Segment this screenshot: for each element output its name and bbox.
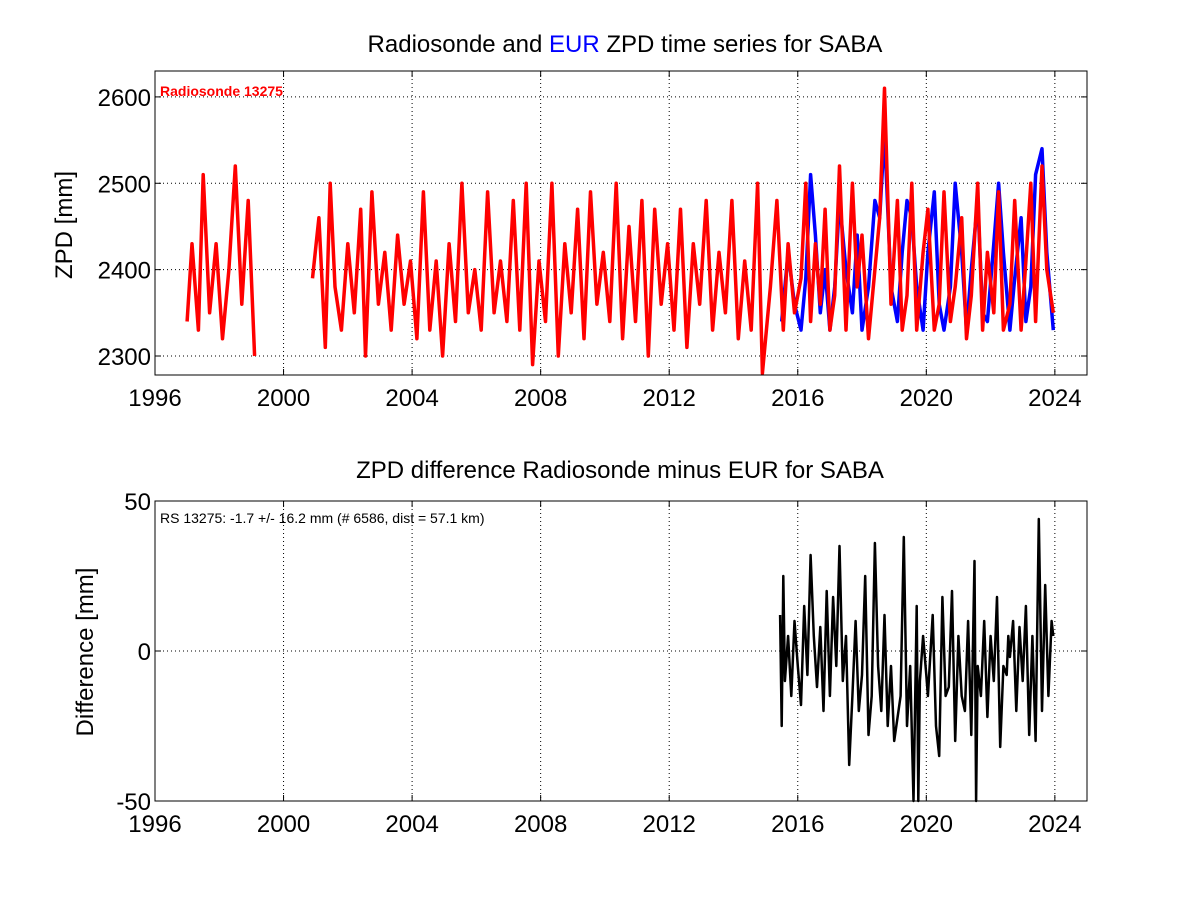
chart-title: ZPD difference Radiosonde minus EUR for …	[356, 457, 884, 484]
x-tick-label: 2012	[643, 811, 696, 838]
title-part-1: Radiosonde and	[368, 31, 549, 58]
x-tick-label: 2024	[1028, 385, 1081, 412]
x-tick-label: 1996	[128, 385, 181, 412]
x-tick-label: 2000	[257, 385, 310, 412]
y-axis-label: Difference [mm]	[72, 568, 99, 737]
y-axis-label: ZPD [mm]	[51, 171, 78, 279]
y-tick-label: -50	[116, 789, 151, 816]
x-tick-label: 2004	[385, 811, 438, 838]
x-tick-label: 2024	[1028, 811, 1081, 838]
x-tick-label: 2008	[514, 385, 567, 412]
y-tick-label: 2300	[98, 344, 151, 371]
title-part-3: ZPD time series for SABA	[600, 31, 883, 58]
chart-title: Radiosonde and EUR ZPD time series for S…	[368, 31, 883, 58]
x-tick-label: 2004	[385, 385, 438, 412]
plot-frame	[154, 500, 1088, 802]
y-tick-label: 0	[138, 639, 151, 666]
x-tick-label: 2020	[900, 385, 953, 412]
y-tick-label: 2400	[98, 258, 151, 285]
zpd-time-series-chart: Radiosonde and EUR ZPD time series for S…	[51, 31, 1088, 412]
zpd-difference-chart: ZPD difference Radiosonde minus EUR for …	[72, 457, 1088, 838]
series-lines	[778, 517, 1055, 803]
y-tick-labels: -50 0 50	[116, 489, 151, 816]
series-line-1	[185, 86, 1056, 376]
x-tick-label: 2000	[257, 811, 310, 838]
y-tick-label: 50	[124, 489, 151, 516]
plot-frame	[154, 70, 1088, 376]
annotation-radiosonde: Radiosonde 13275	[160, 83, 283, 99]
series-lines	[185, 86, 1056, 376]
y-tick-label: 2600	[98, 85, 151, 112]
x-tick-label: 2020	[900, 811, 953, 838]
series-line-0	[778, 517, 1055, 803]
x-tick-label: 2016	[771, 811, 824, 838]
y-tick-labels: 2300 2400 2500 2600	[98, 85, 151, 371]
x-tick-label: 2016	[771, 385, 824, 412]
x-tick-label: 1996	[128, 811, 181, 838]
annotation-statistics: RS 13275: -1.7 +/- 16.2 mm (# 6586, dist…	[160, 510, 485, 526]
x-tick-labels: 1996 2000 2004 2008 2012 2016 2020 2024	[128, 811, 1081, 838]
x-tick-label: 2008	[514, 811, 567, 838]
x-tick-label: 2012	[643, 385, 696, 412]
y-tick-label: 2500	[98, 171, 151, 198]
x-tick-labels: 1996 2000 2004 2008 2012 2016 2020 2024	[128, 385, 1081, 412]
title-part-eur: EUR	[549, 31, 600, 58]
